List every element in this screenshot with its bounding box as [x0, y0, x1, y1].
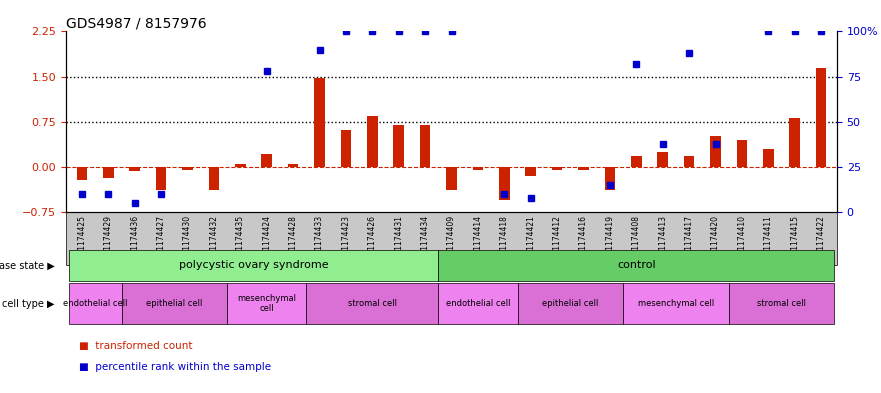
Text: mesenchymal cell: mesenchymal cell	[638, 299, 714, 308]
Text: polycystic ovary syndrome: polycystic ovary syndrome	[179, 260, 329, 270]
Text: stromal cell: stromal cell	[757, 299, 806, 308]
Bar	[552, 167, 562, 170]
Text: epithelial cell: epithelial cell	[146, 299, 203, 308]
Bar	[367, 116, 378, 167]
Text: endothelial cell: endothelial cell	[63, 299, 128, 308]
Bar	[288, 164, 299, 167]
Bar	[182, 167, 193, 170]
Text: mesenchymal
cell: mesenchymal cell	[237, 294, 296, 313]
Bar	[420, 125, 431, 167]
Text: ■  percentile rank within the sample: ■ percentile rank within the sample	[79, 362, 271, 373]
Bar	[604, 167, 615, 190]
Bar	[525, 167, 536, 176]
Text: disease state ▶: disease state ▶	[0, 260, 55, 270]
Bar	[816, 68, 826, 167]
Bar	[684, 156, 694, 167]
Bar	[763, 149, 774, 167]
Bar	[472, 167, 483, 170]
Text: ■  transformed count: ■ transformed count	[79, 341, 193, 351]
Text: stromal cell: stromal cell	[348, 299, 396, 308]
Bar	[103, 167, 114, 178]
Text: endothelial cell: endothelial cell	[446, 299, 510, 308]
Text: GDS4987 / 8157976: GDS4987 / 8157976	[66, 16, 207, 30]
Bar	[447, 167, 456, 190]
Bar	[789, 118, 800, 167]
Bar	[262, 154, 272, 167]
Text: epithelial cell: epithelial cell	[542, 299, 598, 308]
Bar	[130, 167, 140, 171]
Bar	[235, 164, 246, 167]
Bar	[710, 136, 721, 167]
Bar	[631, 156, 641, 167]
Text: cell type ▶: cell type ▶	[2, 299, 55, 309]
Bar	[341, 130, 352, 167]
Bar	[315, 78, 325, 167]
Bar	[209, 167, 219, 190]
Bar	[737, 140, 747, 167]
Bar	[578, 167, 589, 170]
Bar	[394, 125, 404, 167]
Bar	[499, 167, 509, 200]
Bar	[77, 167, 87, 180]
Text: control: control	[617, 260, 655, 270]
Bar	[156, 167, 167, 190]
Bar	[657, 152, 668, 167]
